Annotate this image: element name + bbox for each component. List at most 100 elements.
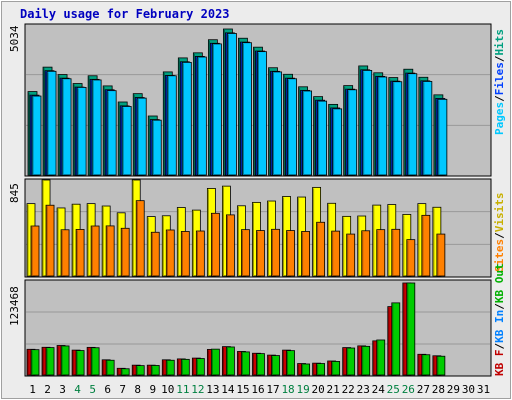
bar-kb-out: [210, 348, 220, 376]
bar-sites: [376, 229, 386, 277]
bar-kb-out: [421, 354, 431, 376]
bar-pages: [422, 81, 433, 176]
legend-kb-out: KB Out: [493, 263, 506, 303]
bar-sites: [406, 239, 416, 277]
bar-pages: [31, 95, 42, 176]
bar-pages: [227, 33, 237, 176]
panel-kb: 123468: [8, 279, 492, 377]
bar-sites: [180, 231, 190, 277]
bar-pages: [151, 119, 162, 176]
bar-kb-out: [120, 368, 130, 376]
bar-kb-out: [376, 339, 386, 376]
bar-sites: [271, 228, 280, 277]
bar-kb-out: [30, 349, 40, 376]
x-tick-label: 31: [477, 383, 490, 396]
bar-pages: [106, 90, 117, 176]
x-tick-label: 3: [59, 383, 66, 396]
x-tick-label: 26: [402, 383, 415, 396]
x-tick-label: 29: [447, 383, 460, 396]
legend-sep-2: /: [493, 55, 506, 62]
x-tick-label: 4: [74, 383, 81, 396]
bar-sites: [391, 228, 401, 277]
legend-sep-3: /: [493, 232, 506, 239]
x-tick-label: 30: [462, 383, 475, 396]
bars-top: [27, 28, 448, 176]
bar-kb-out: [271, 355, 280, 376]
legend-hits: Hits: [493, 29, 506, 56]
x-tick-label: 10: [161, 383, 174, 396]
x-tick-label: 15: [236, 383, 249, 396]
legend-visits: Visits: [493, 193, 506, 233]
x-tick-label: 6: [104, 383, 111, 396]
bar-sites: [30, 225, 40, 277]
bar-sites: [150, 231, 160, 277]
legend-sep-4: /: [493, 343, 506, 350]
legend-bot: KB F/KB In/KB Out: [493, 263, 506, 376]
bar-sites: [45, 204, 55, 277]
bar-sites: [421, 214, 431, 277]
x-tick-label: 1: [29, 383, 36, 396]
bar-kb-out: [436, 355, 446, 376]
bar-kb-out: [346, 347, 356, 376]
x-tick-label: 28: [432, 383, 445, 396]
bar-sites: [331, 230, 341, 277]
x-tick-label: 17: [266, 383, 279, 396]
bar-pages: [91, 79, 102, 176]
bar-pages: [166, 75, 177, 176]
bar-kb-out: [90, 347, 100, 376]
x-tick-label: 22: [342, 383, 355, 396]
mid-max-label: 845: [8, 183, 21, 203]
bar-sites: [361, 230, 371, 277]
x-tick-label: 12: [191, 383, 204, 396]
bar-pages: [121, 106, 132, 176]
bar-sites: [210, 212, 220, 277]
legend-pages: Pages: [493, 102, 506, 135]
x-tick-label: 23: [357, 383, 370, 396]
bar-sites: [75, 229, 85, 277]
x-tick-label: 25: [387, 383, 400, 396]
bar-pages: [302, 90, 312, 176]
bar-pages: [347, 89, 358, 176]
bar-pages: [437, 98, 448, 176]
bar-sites: [105, 225, 115, 277]
bar-sites: [301, 231, 310, 277]
legend-mid: Sites/Visits: [493, 193, 506, 273]
legend-kb-in: KB In: [493, 310, 506, 343]
x-tick-label: 16: [251, 383, 264, 396]
legend-kb-f: KB F: [493, 350, 506, 377]
bar-sites: [286, 230, 295, 277]
chart-title: Daily usage for February 2023: [20, 7, 230, 21]
bar-pages: [332, 108, 343, 176]
bar-kb-out: [180, 358, 190, 376]
bar-pages: [76, 86, 87, 176]
bars-bot: [26, 282, 446, 376]
bot-max-label: 123468: [8, 286, 21, 326]
bar-sites: [436, 233, 446, 277]
bar-sites: [195, 230, 205, 277]
bar-pages: [317, 100, 328, 176]
bar-kb-out: [226, 346, 235, 376]
x-axis-day-labels: 1 2 3 4 5 6 7 8 9 10 11 12 13 14 15 16 17 18 19 20 21 22 23 24 2…: [29, 383, 490, 396]
bar-pages: [407, 73, 418, 176]
bar-kb-out: [256, 353, 265, 376]
legend-sites: Sites: [493, 239, 506, 272]
x-tick-label: 14: [221, 383, 235, 396]
bar-kb-out: [331, 361, 341, 376]
bar-sites: [90, 225, 100, 277]
bar-sites: [165, 229, 175, 277]
bars-mid: [26, 179, 446, 277]
bar-pages: [287, 78, 297, 176]
bar-pages: [46, 70, 57, 176]
x-tick-label: 7: [119, 383, 126, 396]
bar-kb-out: [75, 350, 85, 376]
legend-top: Pages/Files/Hits: [493, 29, 506, 135]
legend-files: Files: [493, 62, 506, 95]
bar-sites: [256, 230, 265, 277]
bar-kb-out: [105, 359, 115, 376]
bar-sites: [226, 214, 235, 277]
top-max-label: 5034: [8, 25, 21, 52]
x-tick-label: 8: [134, 383, 141, 396]
bar-kb-out: [406, 282, 416, 376]
bar-sites: [120, 227, 130, 277]
